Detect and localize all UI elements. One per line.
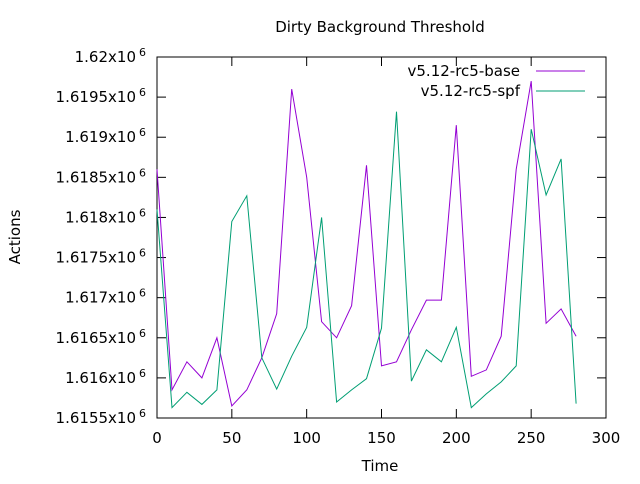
chart-title: Dirty Background Threshold	[275, 18, 485, 36]
x-tick-label: 100	[292, 429, 321, 447]
y-tick-label: 1.6165x10 6	[56, 327, 146, 347]
x-axis-label: Time	[361, 457, 399, 475]
y-tick-label-base: 1.62x10	[75, 48, 136, 66]
y-tick-label-exponent: 6	[139, 287, 146, 300]
y-tick-label-exponent: 6	[139, 407, 146, 420]
y-tick-label-exponent: 6	[139, 166, 146, 179]
y-tick-label-base: 1.6195x10	[56, 88, 136, 106]
x-axis: 0 50 100 150 200 250 300	[152, 57, 620, 447]
series-line-spf	[156, 111, 577, 409]
legend: v5.12-rc5-base v5.12-rc5-spf	[408, 62, 585, 100]
y-tick-label-base: 1.619x10	[65, 128, 136, 146]
x-tick-label: 0	[152, 429, 162, 447]
y-tick-label: 1.617x10 6	[65, 287, 146, 307]
x-tick-label: 250	[517, 429, 546, 447]
y-axis: 1.6155x10 61.616x10 61.6165x10 61.617x10 61.…	[56, 46, 606, 427]
legend-label-spf: v5.12-rc5-spf	[421, 82, 521, 100]
y-tick-label-base: 1.617x10	[65, 289, 136, 307]
y-tick-label-exponent: 6	[139, 46, 146, 59]
y-tick-label: 1.619x10 6	[65, 126, 146, 146]
y-tick-label-exponent: 6	[139, 367, 146, 380]
series-group	[156, 81, 577, 409]
y-tick-label-base: 1.618x10	[65, 208, 136, 226]
x-tick-label: 150	[367, 429, 396, 447]
series-line-base	[156, 81, 577, 408]
y-tick-label: 1.6195x10 6	[56, 86, 146, 106]
y-tick-label-base: 1.6155x10	[56, 409, 136, 427]
y-tick-label: 1.616x10 6	[65, 367, 146, 387]
y-axis-label: Actions	[6, 209, 24, 264]
y-tick-label-exponent: 6	[139, 327, 146, 340]
x-tick-label: 50	[222, 429, 241, 447]
legend-label-base: v5.12-rc5-base	[408, 62, 521, 80]
x-tick-label: 200	[442, 429, 471, 447]
y-tick-label-exponent: 6	[139, 247, 146, 260]
y-tick-label-exponent: 6	[139, 126, 146, 139]
y-tick-label-exponent: 6	[139, 86, 146, 99]
y-tick-label: 1.62x10 6	[75, 46, 146, 66]
y-tick-label-base: 1.6165x10	[56, 329, 136, 347]
y-tick-label: 1.6155x10 6	[56, 407, 146, 427]
y-tick-label-base: 1.6185x10	[56, 168, 136, 186]
y-tick-label: 1.618x10 6	[65, 206, 146, 226]
y-tick-label-exponent: 6	[139, 206, 146, 219]
x-tick-label: 300	[592, 429, 621, 447]
y-tick-label-base: 1.6175x10	[56, 249, 136, 267]
y-tick-label-base: 1.616x10	[65, 369, 136, 387]
y-tick-label: 1.6185x10 6	[56, 166, 146, 186]
y-tick-label: 1.6175x10 6	[56, 247, 146, 267]
